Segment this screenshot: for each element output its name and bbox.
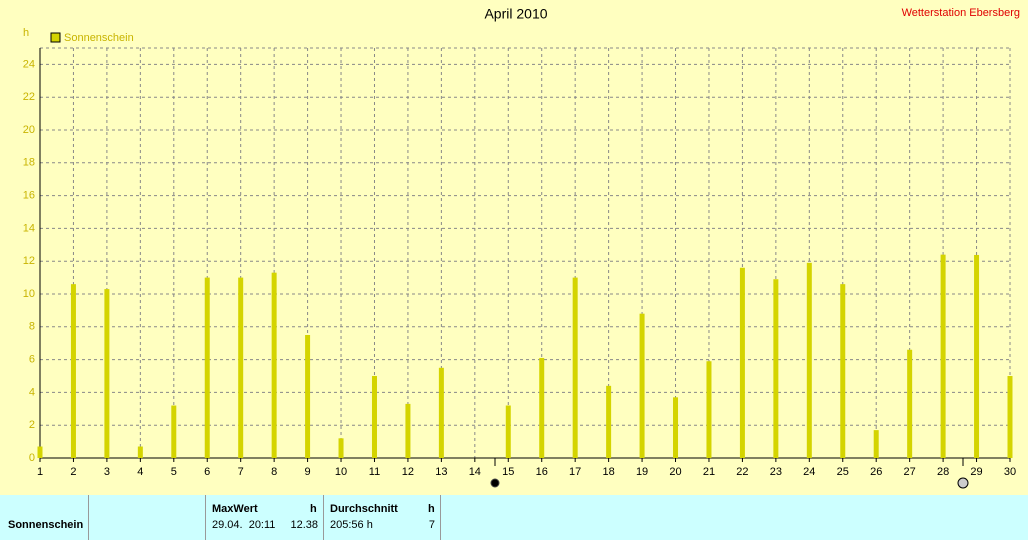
bar xyxy=(104,289,110,458)
x-tick-label: 28 xyxy=(937,466,949,478)
x-tick-label: 30 xyxy=(1004,466,1016,478)
header: Durchschnitt xyxy=(330,503,398,515)
x-tick-label: 24 xyxy=(803,466,815,478)
bar xyxy=(137,446,143,458)
bar xyxy=(338,438,344,458)
bar xyxy=(171,405,177,458)
bar xyxy=(739,267,745,458)
bar xyxy=(305,335,311,458)
station-name: Wetterstation Ebersberg xyxy=(902,7,1020,19)
x-tick-label: 7 xyxy=(238,466,244,478)
bar xyxy=(706,361,712,458)
bar xyxy=(606,385,612,458)
cell: 29.04. 20:11 xyxy=(212,519,276,531)
bar xyxy=(873,430,879,458)
bar xyxy=(37,446,43,458)
y-tick-label: 4 xyxy=(29,386,35,398)
bar xyxy=(539,357,545,458)
x-tick-label: 27 xyxy=(904,466,916,478)
bar xyxy=(438,367,444,458)
y-tick-label: 20 xyxy=(23,124,35,136)
bar xyxy=(572,277,578,458)
bar xyxy=(773,279,779,458)
separator xyxy=(205,495,206,540)
y-tick-label: 8 xyxy=(29,321,35,333)
cell: 12.38 xyxy=(290,519,318,531)
x-tick-label: 12 xyxy=(402,466,414,478)
bar xyxy=(271,272,277,458)
bar xyxy=(371,376,377,458)
header: h xyxy=(310,503,317,515)
x-tick-label: 16 xyxy=(536,466,548,478)
x-tick-label: 6 xyxy=(204,466,210,478)
bar xyxy=(238,277,244,458)
bar xyxy=(840,284,846,458)
cell: 205:56 h xyxy=(330,519,373,531)
x-tick-label: 8 xyxy=(271,466,277,478)
row-label: Sonnenschein xyxy=(8,519,84,531)
summary-table: Sonnenschein MaxWert h Durchschnitt h 29… xyxy=(0,495,1028,540)
bar xyxy=(673,397,679,458)
y-tick-label: 2 xyxy=(29,419,35,431)
chart: April 2010 Wetterstation Ebersberg h Son… xyxy=(23,6,1020,489)
y-tick-label: 18 xyxy=(23,157,35,169)
x-tick-label: 25 xyxy=(837,466,849,478)
bar xyxy=(505,405,511,458)
y-tick-label: 12 xyxy=(23,255,35,267)
bar xyxy=(639,313,645,458)
y-tick-label: 14 xyxy=(23,222,35,234)
bar xyxy=(405,403,411,458)
x-tick-label: 9 xyxy=(305,466,311,478)
y-tick-label: 22 xyxy=(23,91,35,103)
x-tick-label: 4 xyxy=(137,466,143,478)
moon-icon xyxy=(957,477,969,489)
x-tick-label: 1 xyxy=(37,466,43,478)
x-tick-label: 20 xyxy=(669,466,681,478)
bar xyxy=(940,254,946,458)
y-tick-label: 6 xyxy=(29,354,35,366)
separator xyxy=(88,495,89,540)
y-axis-label: h xyxy=(23,27,29,39)
x-tick-label: 26 xyxy=(870,466,882,478)
x-tick-label: 2 xyxy=(70,466,76,478)
x-tick-label: 10 xyxy=(335,466,347,478)
bar xyxy=(1007,376,1013,458)
separator xyxy=(323,495,324,540)
bar xyxy=(806,262,812,458)
y-tick-label: 0 xyxy=(29,452,35,464)
header: MaxWert xyxy=(212,503,258,515)
x-tick-label: 5 xyxy=(171,466,177,478)
x-tick-label: 29 xyxy=(970,466,982,478)
x-tick-label: 19 xyxy=(636,466,648,478)
bar xyxy=(70,284,76,458)
legend-swatch xyxy=(50,32,61,43)
bar xyxy=(974,254,980,458)
x-tick-label: 22 xyxy=(736,466,748,478)
y-tick-label: 10 xyxy=(23,288,35,300)
separator xyxy=(440,495,441,540)
y-tick-label: 24 xyxy=(23,58,35,70)
y-tick-label: 16 xyxy=(23,190,35,202)
header: h xyxy=(428,503,435,515)
x-tick-label: 23 xyxy=(770,466,782,478)
x-tick-label: 14 xyxy=(469,466,481,478)
x-tick-label: 21 xyxy=(703,466,715,478)
chart-title: April 2010 xyxy=(484,6,547,22)
moon-icon xyxy=(490,478,500,488)
x-tick-label: 17 xyxy=(569,466,581,478)
cell: 7 xyxy=(428,519,435,531)
x-tick-label: 3 xyxy=(104,466,110,478)
x-tick-label: 11 xyxy=(369,466,380,478)
legend-label: Sonnenschein xyxy=(64,32,134,44)
x-tick-label: 15 xyxy=(502,466,514,478)
bar xyxy=(204,277,210,458)
bar xyxy=(907,349,913,458)
x-tick-label: 13 xyxy=(435,466,447,478)
x-tick-label: 18 xyxy=(602,466,614,478)
